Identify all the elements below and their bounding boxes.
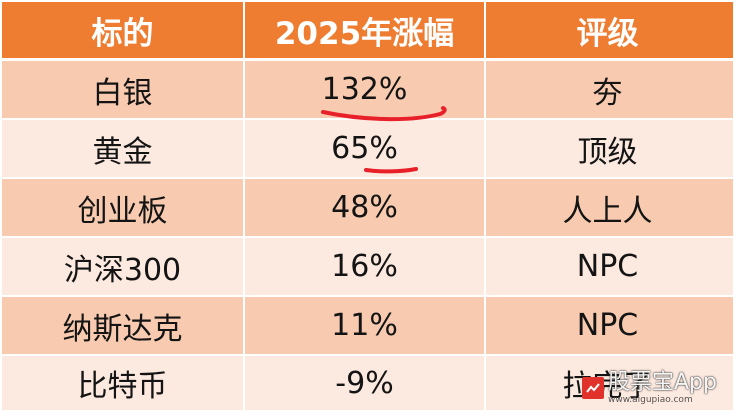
header-rating: 评级 [576,15,639,52]
asset-cell: 黄金 [92,134,153,170]
table-header: 标的 2025年涨幅 评级 [2,2,733,58]
table-row: 创业板 48% 人上人 [2,179,733,236]
table-row: 黄金 65% 顶级 [2,120,733,177]
gain-cell: 65% [243,120,486,177]
watermark-url: www.aigupiao.com [608,394,693,405]
asset-cell: 创业板 [77,193,168,229]
rating-cell: 拉完了 [562,369,653,404]
watermark: 股票宝App www.aigupiao.com [582,366,732,410]
watermark-text: 股票宝App [608,369,717,395]
gain-cell: 132% [243,61,486,118]
table-row: 纳斯达克 11% NPC [2,297,733,354]
asset-cell: 比特币 [77,369,168,404]
rating-cell: 顶级 [577,134,638,170]
gain-cell: 11% [243,297,486,354]
header-asset: 标的 [91,15,154,52]
table-row: 白银 132% 夯 [2,61,733,118]
asset-cell: 白银 [92,75,153,111]
gain-cell: 16% [243,238,486,295]
gain-cell: -9% [243,356,486,410]
app-logo-icon [582,377,604,399]
rating-cell: 人上人 [562,193,653,229]
rating-cell: 夯 [592,75,623,111]
table-row: 沪深300 16% NPC [2,238,733,295]
header-gain: 2025年涨幅 [243,2,486,58]
asset-cell: 纳斯达克 [62,311,183,347]
rating-cell: NPC [576,249,639,284]
table-row: 比特币 -9% 拉完了 [2,356,733,410]
asset-cell: 沪深300 [63,252,182,288]
rating-cell: NPC [576,308,639,343]
gain-cell: 48% [243,179,486,236]
